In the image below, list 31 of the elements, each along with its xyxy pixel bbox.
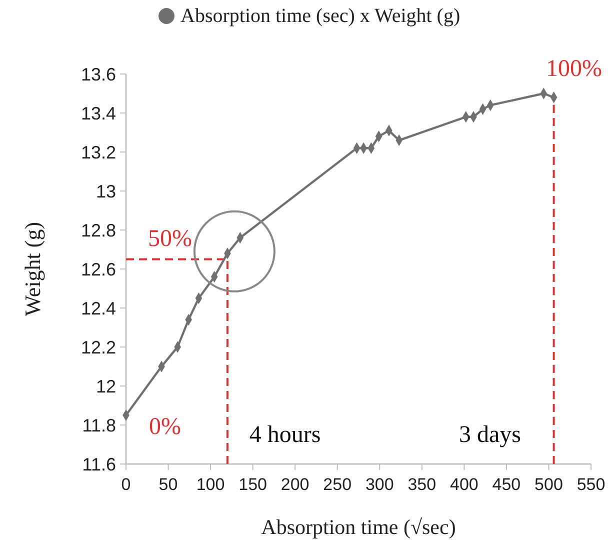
x-tick-label: 450 xyxy=(492,475,521,494)
y-tick-label: 12 xyxy=(96,376,116,396)
x-tick-label: 400 xyxy=(450,475,478,494)
y-axis-title: Weight (g) xyxy=(20,222,45,316)
x-tick-label: 0 xyxy=(121,475,131,494)
y-tick-label: 13.4 xyxy=(80,103,116,124)
x-tick-label: 250 xyxy=(323,475,352,494)
y-tick-label: 12.8 xyxy=(80,220,116,240)
y-tick-label: 13.2 xyxy=(80,142,116,162)
y-tick-label: 12.2 xyxy=(80,337,116,358)
y-tick-label: 12.4 xyxy=(80,298,116,318)
x-axis-title: Absorption time (√sec) xyxy=(261,515,456,539)
y-tick-label: 13.6 xyxy=(80,64,116,84)
x-tick-label: 300 xyxy=(365,475,394,494)
x-tick-label: 550 xyxy=(576,475,606,494)
y-tick-label: 11.8 xyxy=(82,415,116,436)
annotation: 50% xyxy=(148,226,192,252)
legend-label: Absorption time (sec) x Weight (g) xyxy=(180,5,460,27)
y-tick-label: 11.6 xyxy=(82,454,116,474)
x-tick-label: 50 xyxy=(158,475,178,494)
x-tick-label: 500 xyxy=(534,475,563,494)
annotation: 4 hours xyxy=(249,422,321,448)
annotation: 3 days xyxy=(459,422,521,448)
x-tick-label: 350 xyxy=(408,475,436,494)
annotation: 0% xyxy=(149,414,181,440)
y-tick-label: 12.6 xyxy=(80,259,116,280)
annotation: 100% xyxy=(546,56,602,82)
y-tick-label: 13 xyxy=(96,181,116,202)
x-tick-label: 200 xyxy=(280,475,310,494)
x-tick-label: 100 xyxy=(196,475,225,494)
x-tick-label: 150 xyxy=(238,475,268,494)
